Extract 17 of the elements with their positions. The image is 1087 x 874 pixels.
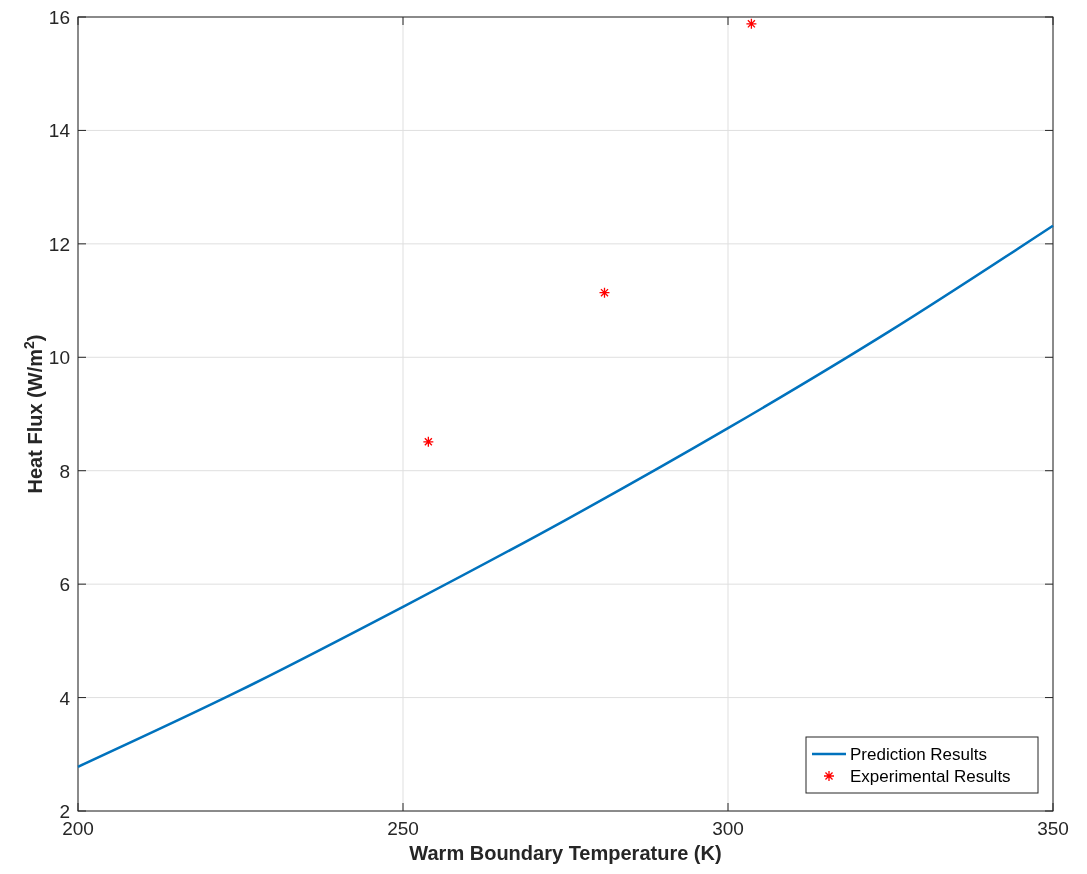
y-tick-label: 6 [59,574,70,596]
point [598,286,611,299]
y-tick-label: 10 [48,347,70,369]
y-tick-label: 14 [48,120,71,142]
y-tick-label: 8 [59,460,70,482]
x-tick-label: 350 [1037,818,1069,839]
x-tick-label: 300 [712,818,744,839]
line-series [76,224,1055,769]
legend-label: Prediction Results [850,745,988,764]
point [422,436,434,448]
point [745,18,758,30]
y-tick-label: 16 [48,7,70,28]
x-tick-label: 250 [387,818,419,839]
x-axis-title: Warm Boundary Temperature (K) [409,842,722,864]
y-tick-label: 4 [59,687,71,709]
legend-label: Experimental Results [850,767,1011,786]
y-tick-label: 12 [48,233,70,255]
